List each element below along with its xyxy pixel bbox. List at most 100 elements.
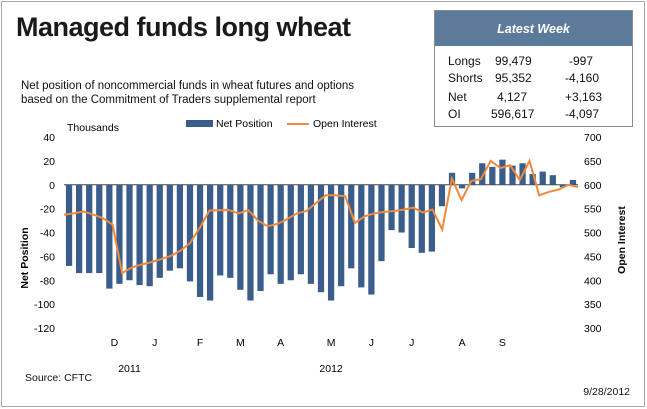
net-position-bar bbox=[227, 184, 234, 278]
latest-week-box: Latest Week Longs 99,479 -997 Shorts 95,… bbox=[434, 10, 633, 127]
subtitle-line: based on the Commitment of Traders suppl… bbox=[21, 94, 316, 106]
net-position-bar bbox=[116, 184, 123, 284]
row-change: -997 bbox=[569, 54, 594, 68]
net-position-bar bbox=[388, 184, 395, 231]
net-position-bar bbox=[166, 184, 173, 271]
net-position-bar bbox=[438, 184, 446, 207]
open-interest-line bbox=[63, 158, 579, 275]
y-tick-label-right: 500 bbox=[584, 228, 602, 240]
row-label: Shorts bbox=[448, 71, 483, 85]
subtitle-line: Net position of noncommercial funds in w… bbox=[21, 80, 355, 92]
y-tick-label-right: 350 bbox=[584, 299, 602, 311]
net-position-bar bbox=[358, 184, 365, 288]
row-label: Net bbox=[448, 90, 467, 104]
net-position-bar bbox=[277, 184, 284, 284]
net-position-bar bbox=[559, 184, 567, 188]
y-tick-label-left: -20 bbox=[40, 204, 55, 216]
left-axis: 40 20 0 -20 -40 -60 -80 -100 -120 bbox=[34, 132, 578, 335]
x-month-label: S bbox=[499, 337, 506, 349]
x-month-label: M bbox=[327, 337, 336, 349]
net-position-bar bbox=[307, 184, 315, 284]
net-position-bar bbox=[267, 184, 274, 275]
right-axis-title: Open Interest bbox=[616, 206, 628, 274]
legend-label-net-position: Net Position bbox=[216, 118, 273, 130]
x-month-label: A bbox=[459, 337, 466, 349]
net-position-bar bbox=[529, 174, 536, 185]
net-position-bar bbox=[247, 184, 254, 301]
y-tick-label-left: 0 bbox=[49, 180, 55, 192]
net-position-bar bbox=[65, 184, 73, 266]
x-month-label: J bbox=[369, 337, 374, 349]
right-axis: 700 650 600 550 500 450 400 350 300 bbox=[584, 132, 602, 335]
y-tick-label-left: 40 bbox=[43, 132, 55, 144]
net-position-bar bbox=[569, 179, 577, 185]
x-month-label: J bbox=[152, 337, 157, 349]
legend-swatch-net-position bbox=[186, 120, 213, 127]
net-position-bar bbox=[327, 184, 335, 301]
y-tick-label-left: -60 bbox=[40, 251, 55, 263]
net-position-bar bbox=[509, 165, 516, 185]
left-axis-title: Net Position bbox=[19, 227, 31, 288]
y-tick-label-right: 700 bbox=[584, 132, 602, 144]
net-position-bar bbox=[428, 184, 435, 252]
net-position-bar bbox=[75, 184, 83, 274]
net-position-bar bbox=[479, 163, 486, 185]
net-position-bar bbox=[156, 184, 163, 278]
net-position-bar bbox=[489, 166, 496, 185]
net-position-bar bbox=[237, 184, 244, 290]
net-position-bar bbox=[368, 184, 375, 295]
net-position-bar bbox=[317, 184, 325, 293]
latest-week-row: Longs 99,479 -997 bbox=[435, 54, 634, 70]
row-label: OI bbox=[448, 107, 461, 121]
chart-subtitle: Net position of noncommercial funds in w… bbox=[21, 79, 411, 107]
y-tick-label-right: 400 bbox=[584, 275, 602, 287]
x-axis-labels: D J F M A M J J A S 2011 2012 bbox=[111, 337, 506, 375]
net-position-bar bbox=[549, 175, 556, 185]
y-tick-label-right: 600 bbox=[584, 180, 602, 192]
x-year-label: 2012 bbox=[319, 363, 343, 375]
net-position-bar bbox=[126, 184, 133, 281]
net-position-bar bbox=[257, 184, 264, 291]
net-position-bar bbox=[378, 184, 385, 262]
net-position-bar bbox=[207, 184, 214, 301]
y-tick-label-left: 20 bbox=[43, 156, 55, 168]
net-position-bar bbox=[469, 172, 476, 185]
net-position-bar bbox=[186, 184, 194, 282]
net-position-bar bbox=[136, 184, 143, 286]
date-note: 9/28/2012 bbox=[583, 386, 630, 398]
row-change: +3,163 bbox=[565, 90, 603, 104]
legend-label-open-interest: Open Interest bbox=[313, 118, 377, 130]
y-tick-label-right: 450 bbox=[584, 251, 602, 263]
net-position-bar bbox=[176, 184, 184, 269]
net-position-bar bbox=[217, 184, 224, 276]
latest-week-heading: Latest Week bbox=[435, 11, 632, 46]
net-position-bar bbox=[499, 159, 506, 185]
row-value: 4,127 bbox=[497, 90, 528, 104]
latest-week-row: Net 4,127 +3,163 bbox=[435, 90, 634, 106]
bar-series bbox=[65, 159, 577, 301]
x-month-label: F bbox=[197, 337, 203, 349]
net-position-bar bbox=[96, 184, 103, 274]
y-tick-label-left: -40 bbox=[40, 228, 55, 240]
net-position-bar bbox=[458, 184, 466, 189]
net-position-bar bbox=[348, 184, 355, 269]
latest-week-row: Shorts 95,352 -4,160 bbox=[435, 71, 634, 87]
y-tick-label-right: 550 bbox=[584, 204, 602, 216]
x-month-label: M bbox=[236, 337, 245, 349]
row-label: Longs bbox=[448, 54, 481, 68]
y-tick-label-right: 650 bbox=[584, 156, 602, 168]
net-position-bar bbox=[106, 184, 113, 289]
net-position-bar bbox=[287, 184, 294, 281]
x-month-label: J bbox=[409, 337, 414, 349]
net-position-bar bbox=[297, 184, 304, 275]
x-month-label: D bbox=[111, 337, 119, 349]
net-position-bar bbox=[338, 184, 345, 287]
net-position-bar bbox=[418, 184, 425, 253]
row-change: -4,097 bbox=[565, 107, 600, 121]
row-value: 596,617 bbox=[491, 107, 535, 121]
source-note: Source: CFTC bbox=[25, 372, 93, 384]
x-month-label: A bbox=[277, 337, 284, 349]
units-label: Thousands bbox=[67, 122, 119, 134]
chart-title: Managed funds long wheat bbox=[16, 12, 351, 42]
